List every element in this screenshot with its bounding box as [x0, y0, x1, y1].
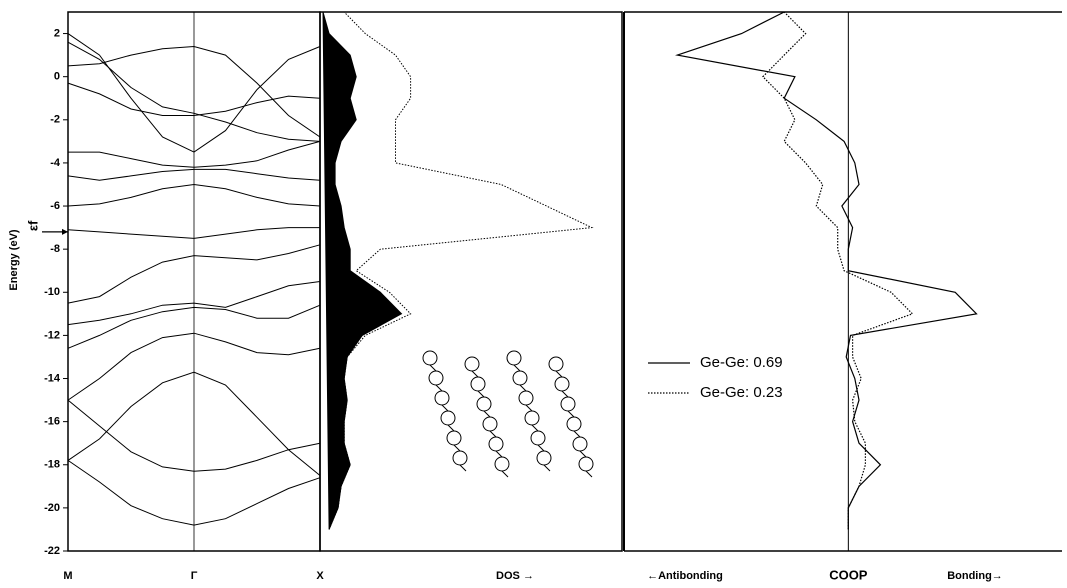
structure-bond [526, 405, 532, 411]
structure-atom [513, 371, 527, 385]
x-tick-label: M [63, 570, 72, 582]
y-tick-label: -20 [44, 502, 60, 514]
fermi-label: εf [25, 220, 40, 231]
structure-atom [573, 437, 587, 451]
coop-line [677, 12, 976, 529]
structure-bond [496, 451, 502, 457]
y-tick-label: -4 [50, 157, 61, 169]
structure-atom [531, 431, 545, 445]
structure-bond [532, 425, 538, 431]
structure-bond [448, 425, 454, 431]
structure-atom [579, 457, 593, 471]
structure-atom [537, 451, 551, 465]
y-tick-label: 2 [54, 27, 60, 39]
structure-bond [442, 405, 448, 411]
structure-bond [538, 445, 544, 451]
structure-bond [586, 471, 592, 477]
structure-bond [460, 465, 466, 471]
structure-bond [454, 445, 460, 451]
y-tick-label: -22 [44, 545, 60, 557]
y-tick-label: -12 [44, 329, 60, 341]
structure-atom [495, 457, 509, 471]
coop-line [763, 12, 913, 529]
structure-atom [507, 351, 521, 365]
fermi-arrowhead [62, 229, 68, 235]
y-tick-label: 0 [54, 71, 60, 83]
structure-atom [447, 431, 461, 445]
structure-atom [567, 417, 581, 431]
y-tick-label: -16 [44, 416, 60, 428]
structure-bond [580, 451, 586, 457]
structure-atom [555, 377, 569, 391]
y-axis-label: Energy (eV) [8, 229, 20, 290]
structure-bond [430, 365, 436, 371]
structure-atom [561, 397, 575, 411]
structure-bond [484, 411, 490, 417]
structure-atom [489, 437, 503, 451]
figure: -22-20-18-16-14-12-10-8-6-4-202MΓXEnergy… [0, 0, 1067, 588]
x-tick-label: X [316, 570, 324, 582]
legend-label: Ge-Ge: 0.23 [700, 384, 783, 401]
legend-label: Ge-Ge: 0.69 [700, 354, 783, 371]
structure-bond [436, 385, 442, 391]
y-tick-label: -18 [44, 459, 60, 471]
structure-bond [502, 471, 508, 477]
structure-atom [549, 357, 563, 371]
right-label: Bonding→ [947, 570, 1003, 582]
structure-bond [562, 391, 568, 397]
structure-bond [568, 411, 574, 417]
x-tick-label: Γ [191, 570, 198, 582]
structure-bond [556, 371, 562, 377]
structure-atom [423, 351, 437, 365]
page: -22-20-18-16-14-12-10-8-6-4-202MΓXEnergy… [0, 0, 1067, 588]
structure-bond [478, 391, 484, 397]
structure-atom [471, 377, 485, 391]
left-label: ←Antibonding [647, 570, 723, 582]
structure-atom [453, 451, 467, 465]
structure-atom [483, 417, 497, 431]
structure-atom [435, 391, 449, 405]
structure-atom [519, 391, 533, 405]
x-axis-label: DOS → [496, 570, 534, 582]
structure-bond [574, 431, 580, 437]
structure-atom [429, 371, 443, 385]
y-tick-label: -8 [50, 243, 60, 255]
structure-bond [520, 385, 526, 391]
structure-atom [465, 357, 479, 371]
structure-atom [477, 397, 491, 411]
y-tick-label: -10 [44, 286, 60, 298]
structure-atom [525, 411, 539, 425]
structure-bond [544, 465, 550, 471]
x-axis-label: COOP [829, 567, 868, 582]
structure-bond [514, 365, 520, 371]
y-tick-label: -6 [50, 200, 60, 212]
structure-atom [441, 411, 455, 425]
structure-bond [472, 371, 478, 377]
y-tick-label: -14 [44, 372, 61, 384]
structure-bond [490, 431, 496, 437]
dos-filled-area [323, 12, 402, 529]
y-tick-label: -2 [50, 114, 60, 126]
